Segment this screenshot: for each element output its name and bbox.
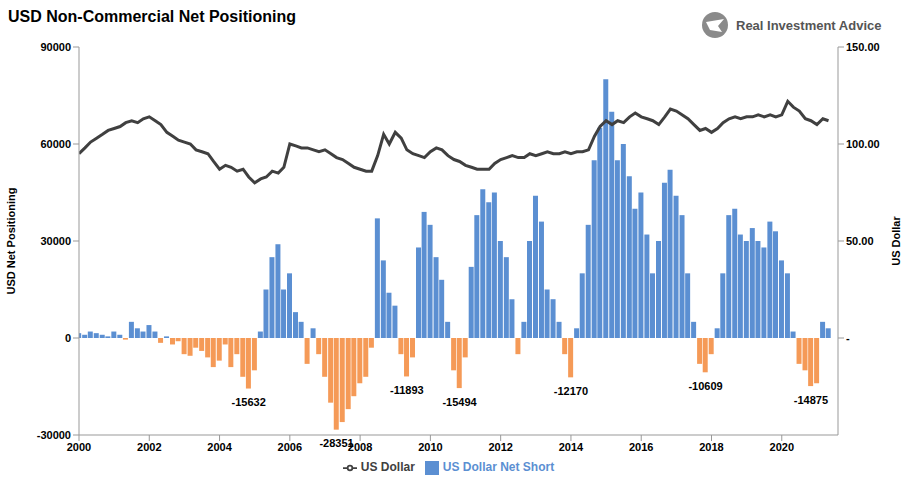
svg-text:-28351: -28351 (319, 437, 353, 449)
svg-text:30000: 30000 (40, 235, 71, 247)
svg-text:2014: 2014 (559, 441, 584, 453)
svg-text:150.00: 150.00 (846, 41, 880, 53)
svg-text:-: - (846, 332, 850, 344)
svg-text:2004: 2004 (207, 441, 232, 453)
svg-text:-30000: -30000 (37, 429, 71, 441)
html-text:Real Investment Advice: Real Investment Advice (736, 17, 882, 33)
svg-text:90000: 90000 (40, 41, 71, 53)
svg-text:60000: 60000 (40, 138, 71, 150)
svg-text:2016: 2016 (629, 441, 653, 453)
svg-text:100.00: 100.00 (846, 138, 880, 150)
svg-text:2018: 2018 (699, 441, 723, 453)
svg-text:2008: 2008 (347, 440, 373, 453)
svg-text:2020: 2020 (770, 441, 794, 453)
svg-text:2012: 2012 (488, 441, 512, 453)
svg-text:US Dollar: US Dollar (890, 216, 894, 266)
svg-text:-15632: -15632 (232, 396, 266, 408)
svg-text:-10609: -10609 (688, 380, 722, 392)
html-text:US Dollar Net Short: US Dollar Net Short (442, 460, 555, 474)
svg-text:50.00: 50.00 (846, 235, 874, 247)
svg-text:2010: 2010 (418, 441, 442, 453)
html-text:US Dollar: US Dollar (360, 460, 415, 474)
svg-text:2000: 2000 (67, 441, 91, 453)
html-text:USD Non-Commercial Net Positio: USD Non-Commercial Net Positioning (8, 8, 296, 25)
svg-text:-15494: -15494 (442, 396, 477, 408)
svg-text:-14875: -14875 (794, 394, 828, 406)
svg-text:USD Net Positioning: USD Net Positioning (8, 188, 17, 295)
svg-text:2002: 2002 (137, 441, 161, 453)
svg-text:-12170: -12170 (554, 385, 588, 397)
svg-text:2006: 2006 (278, 441, 302, 453)
svg-text:0: 0 (65, 332, 71, 344)
svg-text:-11893: -11893 (390, 384, 424, 396)
